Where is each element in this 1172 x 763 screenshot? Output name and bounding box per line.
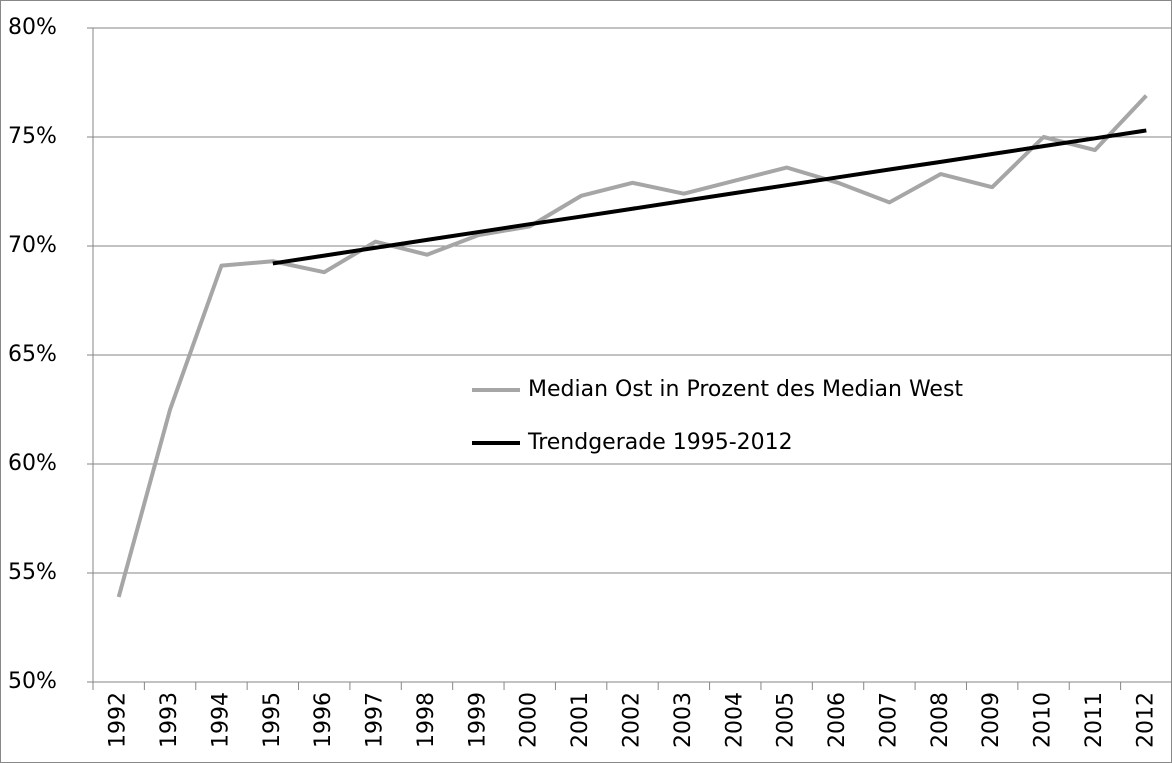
x-tick-label: 1998: [414, 692, 439, 748]
x-tick-label: 2005: [774, 692, 799, 748]
y-tick-label: 70%: [8, 233, 57, 258]
x-tick-label: 1992: [106, 692, 131, 748]
y-tick-label: 80%: [8, 15, 57, 40]
y-tick-label: 50%: [8, 669, 57, 694]
y-tick-label: 75%: [8, 124, 57, 149]
x-tick-label: 2002: [620, 692, 645, 748]
x-tick-label: 1996: [311, 692, 336, 748]
x-tick-label: 1997: [363, 692, 388, 748]
x-tick-label: 2011: [1082, 692, 1107, 748]
x-tick-label: 2006: [825, 692, 850, 748]
x-tick-label: 1999: [465, 692, 490, 748]
x-tick-label: 2012: [1133, 692, 1158, 748]
x-tick-label: 1995: [260, 692, 285, 748]
x-tick-label: 2010: [1031, 692, 1056, 748]
x-tick-label: 2001: [568, 692, 593, 748]
x-tick-label: 2004: [722, 692, 747, 748]
series-line: [272, 128, 1147, 266]
x-tick-label: 1994: [208, 692, 233, 748]
x-tick-label: 2008: [928, 692, 953, 748]
x-tick-label: 1993: [157, 692, 182, 748]
x-tick-label: 2009: [979, 692, 1004, 748]
x-tick-label: 2003: [671, 692, 696, 748]
legend-label: Median Ost in Prozent des Median West: [528, 377, 963, 402]
legend-label: Trendgerade 1995-2012: [527, 430, 793, 455]
x-tick-label: 2007: [876, 692, 901, 748]
series-line: [116, 94, 1148, 598]
y-tick-label: 65%: [8, 342, 57, 367]
y-tick-label: 60%: [8, 451, 57, 476]
x-tick-label: 2000: [517, 692, 542, 748]
y-tick-label: 55%: [8, 560, 57, 585]
